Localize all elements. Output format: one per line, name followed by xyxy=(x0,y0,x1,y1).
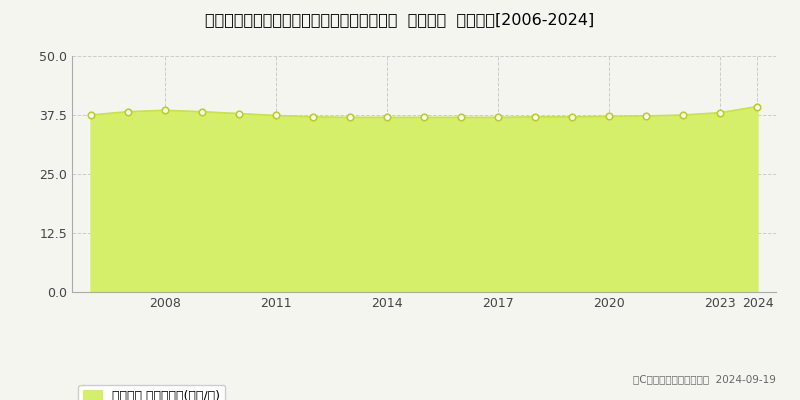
Point xyxy=(566,114,578,120)
Point xyxy=(492,114,505,120)
Point xyxy=(121,108,134,115)
Point xyxy=(381,114,394,120)
Point xyxy=(677,112,690,118)
Text: （C）土地価格ドットコム  2024-09-19: （C）土地価格ドットコム 2024-09-19 xyxy=(633,374,776,384)
Point xyxy=(84,112,97,118)
Point xyxy=(270,112,282,119)
Point xyxy=(158,107,171,114)
Point xyxy=(454,114,467,120)
Point xyxy=(751,103,764,110)
Point xyxy=(343,114,356,120)
Text: 千葉県佐倉市ユーカリが丘３丁目３番１３外  基準地価  地価推移[2006-2024]: 千葉県佐倉市ユーカリが丘３丁目３番１３外 基準地価 地価推移[2006-2024… xyxy=(206,12,594,27)
Legend: 基準地価 平均坪単価(万円/坪): 基準地価 平均坪単価(万円/坪) xyxy=(78,385,225,400)
Point xyxy=(232,110,245,117)
Point xyxy=(195,108,208,115)
Point xyxy=(418,114,430,120)
Point xyxy=(603,113,616,120)
Point xyxy=(529,114,542,120)
Point xyxy=(306,114,319,120)
Point xyxy=(714,110,727,116)
Point xyxy=(640,113,653,119)
